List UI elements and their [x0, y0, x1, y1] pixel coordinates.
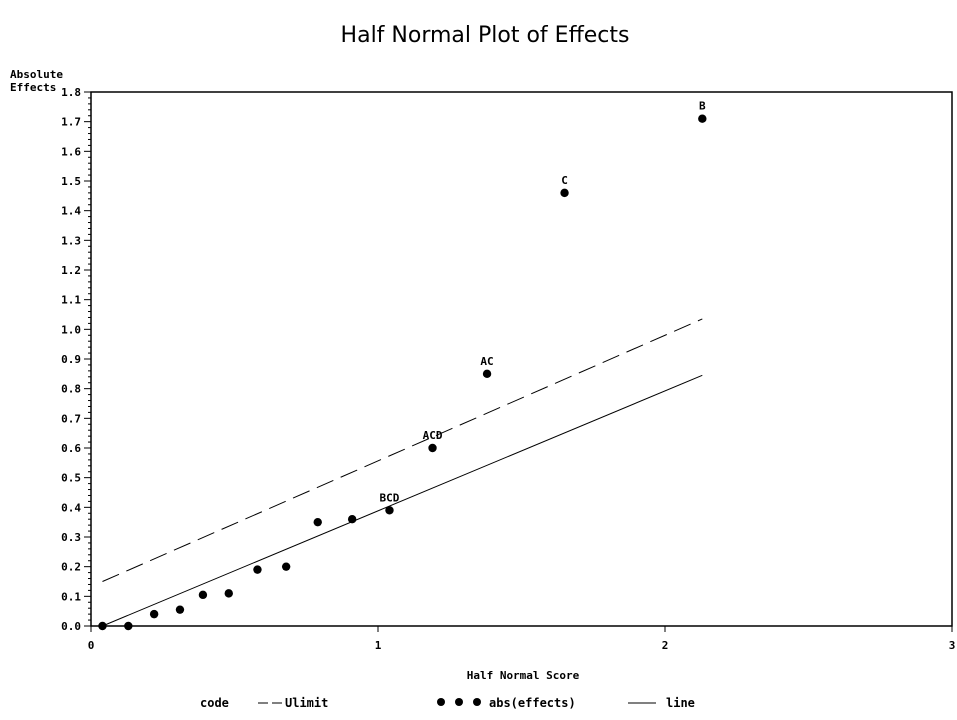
x-axis-label: Half Normal Score	[467, 669, 580, 682]
y-tick-label: 0.4	[61, 501, 81, 514]
y-tick-label: 1.3	[61, 234, 81, 247]
y-tick-label: 0.1	[61, 590, 81, 603]
data-point	[313, 517, 322, 527]
legend-sample-point	[437, 698, 445, 706]
data-point	[428, 443, 437, 453]
data-point-label: BCD	[380, 491, 400, 504]
y-tick-label: 1.6	[61, 145, 81, 158]
chart-title: Half Normal Plot of Effects	[341, 23, 630, 48]
data-point	[124, 621, 133, 631]
x-tick-label: 2	[662, 639, 669, 652]
legend: code Ulimit abs(effects) line	[200, 696, 695, 710]
y-tick-label: 1.4	[61, 205, 81, 218]
data-point-label: B	[699, 100, 706, 113]
y-tick-label: 0.8	[61, 383, 81, 396]
x-tick-label: 3	[949, 639, 956, 652]
data-point	[224, 589, 233, 598]
x-tick-label: 1	[375, 639, 382, 652]
data-point	[281, 562, 291, 571]
legend-label: line	[666, 696, 695, 710]
legend-label: Ulimit	[285, 696, 328, 710]
y-tick-label: 1.2	[61, 264, 81, 277]
y-tick-label: 1.1	[61, 294, 81, 307]
data-point	[253, 565, 262, 574]
data-point	[482, 369, 492, 379]
y-axis-label-line2: Effects	[10, 81, 56, 94]
data-point-label: C	[561, 174, 568, 187]
series-line-ulimit	[102, 318, 703, 582]
y-tick-label: 1.5	[61, 175, 81, 188]
y-axis: 0.0 0.1 0.2 0.3 0.4 0.5 0.6 0.7 0.8 0.9 1.0 1.1 1.2 1…	[61, 86, 91, 633]
series-layer: BCD ACD AC C B	[98, 100, 707, 631]
y-tick-label: 1.7	[61, 116, 81, 129]
series-line-line	[102, 374, 703, 627]
y-tick-label: 1.8	[61, 86, 81, 99]
legend-heading: code	[200, 696, 229, 710]
data-point	[198, 590, 208, 600]
y-tick-label: 0.3	[61, 531, 81, 544]
x-axis: 0 1 2 3	[88, 626, 956, 652]
data-point	[149, 609, 159, 619]
y-tick-label: 0.7	[61, 412, 81, 425]
data-point	[175, 605, 185, 614]
data-point-label: ACD	[423, 429, 443, 442]
data-point	[560, 188, 569, 198]
y-tick-label: 1.0	[61, 323, 81, 336]
legend-sample-point	[473, 698, 481, 706]
data-point	[698, 114, 707, 123]
y-tick-label: 0.9	[61, 353, 81, 366]
plot-border	[90, 91, 953, 627]
data-point-label: AC	[480, 355, 493, 368]
y-tick-label: 0.0	[61, 620, 81, 633]
y-tick-label: 0.6	[61, 442, 81, 455]
plot-frame	[90, 91, 953, 627]
y-tick-label: 0.2	[61, 561, 81, 574]
y-tick-label: 0.5	[61, 472, 81, 485]
legend-label: abs(effects)	[489, 696, 576, 710]
y-axis-label-line1: Absolute	[10, 68, 63, 81]
data-point	[385, 506, 394, 515]
legend-sample-point	[455, 698, 463, 706]
x-tick-label: 0	[88, 639, 95, 652]
